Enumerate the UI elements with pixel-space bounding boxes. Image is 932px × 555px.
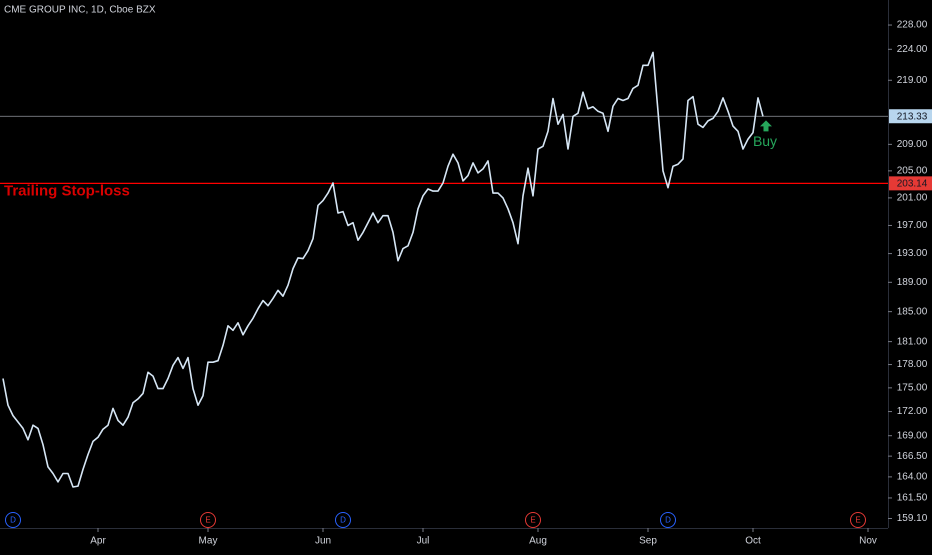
y-tick-label: 169.00 bbox=[897, 430, 928, 441]
x-tick-label: Jun bbox=[315, 536, 331, 547]
x-tick-label: Sep bbox=[639, 536, 657, 547]
event-label: D bbox=[340, 516, 346, 525]
y-tick-label: 164.00 bbox=[897, 472, 928, 483]
price-label-box bbox=[889, 109, 932, 124]
event-label: D bbox=[665, 516, 671, 525]
y-tick-label: 224.00 bbox=[897, 44, 928, 55]
buy-arrow bbox=[760, 120, 772, 132]
chart-title: CME GROUP INC, 1D, Cboe BZX bbox=[4, 5, 156, 16]
x-tick-label: Oct bbox=[745, 536, 761, 547]
price-label: 203.14 bbox=[897, 179, 928, 190]
x-tick-label: May bbox=[199, 536, 218, 547]
event-label: E bbox=[530, 516, 535, 525]
event-label: D bbox=[10, 516, 16, 525]
event-marker bbox=[200, 512, 216, 528]
y-tick-label: 189.00 bbox=[897, 277, 928, 288]
y-tick-label: 193.00 bbox=[897, 248, 928, 259]
price-label: 213.33 bbox=[897, 111, 928, 122]
y-tick-label: 219.00 bbox=[897, 75, 928, 86]
event-marker bbox=[335, 512, 351, 528]
event-marker bbox=[660, 512, 676, 528]
buy-label: Buy bbox=[753, 133, 777, 149]
y-tick-label: 209.00 bbox=[897, 139, 928, 150]
event-marker bbox=[850, 512, 866, 528]
y-tick-label: 178.00 bbox=[897, 359, 928, 370]
y-tick-label: 175.00 bbox=[897, 382, 928, 393]
event-marker bbox=[525, 512, 541, 528]
y-tick-label: 161.50 bbox=[897, 493, 928, 504]
event-label: E bbox=[205, 516, 210, 525]
y-tick-label: 197.00 bbox=[897, 220, 928, 231]
y-tick-label: 166.50 bbox=[897, 451, 928, 462]
event-marker bbox=[5, 512, 21, 528]
y-tick-label: 181.00 bbox=[897, 336, 928, 347]
price-line-text: Trailing Stop-loss bbox=[4, 182, 130, 199]
price-label-box bbox=[889, 176, 932, 191]
event-label: E bbox=[855, 516, 860, 525]
y-tick-label: 205.00 bbox=[897, 166, 928, 177]
x-tick-label: Jul bbox=[417, 536, 430, 547]
y-tick-label: 201.00 bbox=[897, 193, 928, 204]
x-tick-label: Aug bbox=[529, 536, 547, 547]
y-tick-label: 228.00 bbox=[897, 20, 928, 31]
x-tick-label: Apr bbox=[90, 536, 106, 547]
y-tick-label: 185.00 bbox=[897, 306, 928, 317]
y-tick-label: 159.10 bbox=[897, 513, 928, 524]
y-tick-label: 172.00 bbox=[897, 406, 928, 417]
price-line-series bbox=[2, 51, 764, 488]
x-tick-label: Nov bbox=[859, 536, 877, 547]
